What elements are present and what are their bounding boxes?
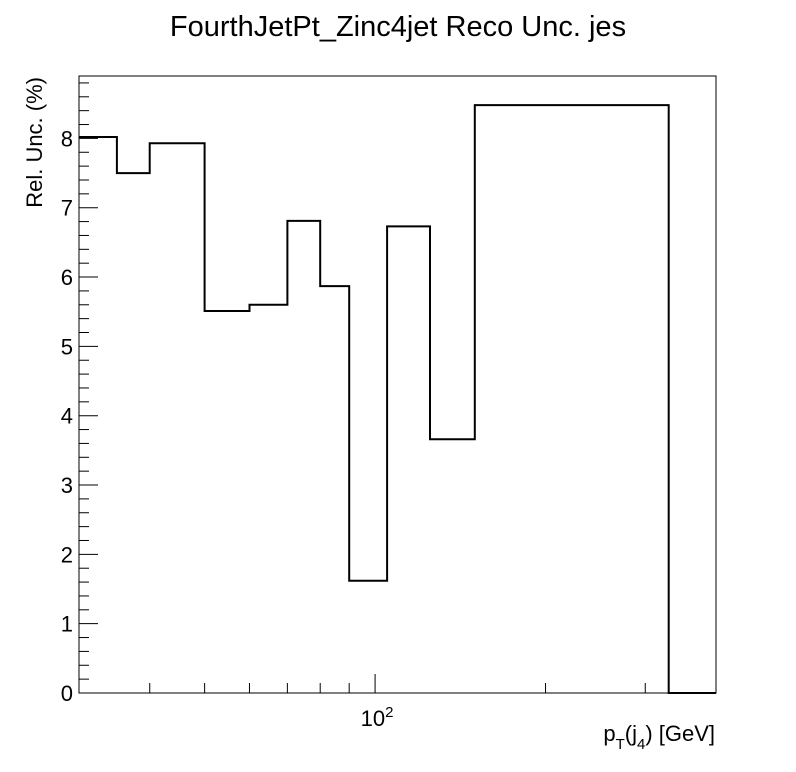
y-tick-label: 5 xyxy=(61,334,73,359)
histogram-line xyxy=(79,104,716,694)
y-axis-tick-labels: 0 1 2 3 4 5 6 7 8 xyxy=(61,126,73,706)
plot-frame xyxy=(78,75,717,694)
y-tick-label: 0 xyxy=(61,681,73,706)
y-tick-label: 2 xyxy=(61,542,73,567)
y-tick-label: 4 xyxy=(61,404,73,429)
y-axis-ticks xyxy=(79,82,98,694)
y-tick-label: 8 xyxy=(61,126,73,151)
x-axis-ticks xyxy=(149,674,646,693)
x-axis-label-p: p xyxy=(603,721,615,746)
x-axis-label: pT(j4) [GeV] xyxy=(603,721,715,753)
y-tick-label: 6 xyxy=(61,265,73,290)
x-axis-label-rest: ) [GeV] xyxy=(645,721,715,746)
x-tick-label-100: 102 xyxy=(361,704,394,731)
chart-title: FourthJetPt_Zinc4jet Reco Unc. jes xyxy=(170,11,626,43)
x-axis-label-paren: (j xyxy=(625,721,637,746)
x-tick-label-base: 10 xyxy=(361,706,385,731)
x-axis-label-sub-t: T xyxy=(616,736,625,753)
y-axis-label: Rel. Unc. (%) xyxy=(22,77,47,208)
y-tick-label: 7 xyxy=(61,196,73,221)
y-tick-label: 3 xyxy=(61,473,73,498)
x-tick-label-exponent: 2 xyxy=(385,704,393,721)
x-axis-label-sub-4: 4 xyxy=(637,736,645,753)
y-tick-label: 1 xyxy=(61,612,73,637)
